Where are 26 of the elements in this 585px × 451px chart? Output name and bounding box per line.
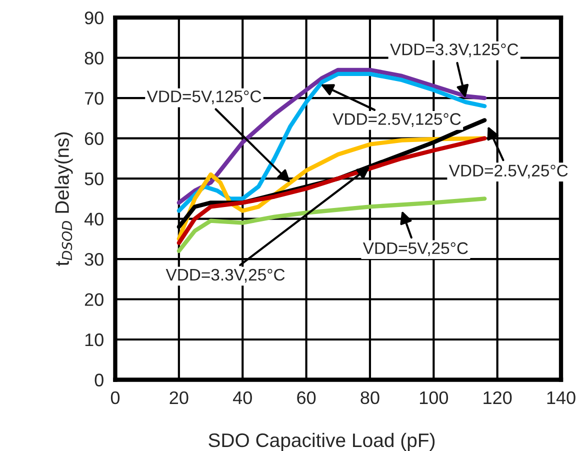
x-tick-label: 80: [360, 391, 380, 404]
x-tick-label: 0: [110, 391, 120, 404]
annotation: VDD=5V,125°C: [146, 90, 262, 104]
y-axis-title: t$_{DSOD}$ Delay(ns): [54, 132, 73, 266]
x-axis-title: SDO Capacitive Load (pF): [208, 432, 435, 451]
y-tick-label: 10: [85, 333, 104, 346]
y-tick-label: 80: [84, 52, 104, 65]
annotation: VDD=3.3V,125°C: [390, 44, 518, 58]
x-tick-label: 40: [232, 391, 252, 404]
y-tick-label: 60: [84, 132, 104, 146]
y-tick-label: 90: [84, 12, 104, 24]
x-tick-label: 20: [170, 391, 188, 404]
annotation: VDD=3.3V,25°C: [166, 268, 285, 283]
x-tick-label: 140: [547, 391, 576, 404]
y-tick-label: 40: [84, 212, 104, 226]
y-tick-label: 20: [84, 293, 104, 306]
y-tick-label: 70: [84, 92, 104, 105]
x-tick-label: 100: [420, 391, 448, 404]
x-tick-label: 120: [484, 391, 512, 404]
y-tick-label: 0: [94, 374, 104, 386]
annotation: VDD=5V,25°C: [362, 242, 468, 256]
annotation: VDD=2.5V,25°C: [448, 164, 568, 179]
x-tick-label: 60: [297, 391, 316, 404]
annotation: VDD=2.5V,125°C: [332, 113, 461, 127]
y-tick-label: 30: [84, 252, 104, 266]
y-tick-label: 50: [84, 172, 104, 186]
